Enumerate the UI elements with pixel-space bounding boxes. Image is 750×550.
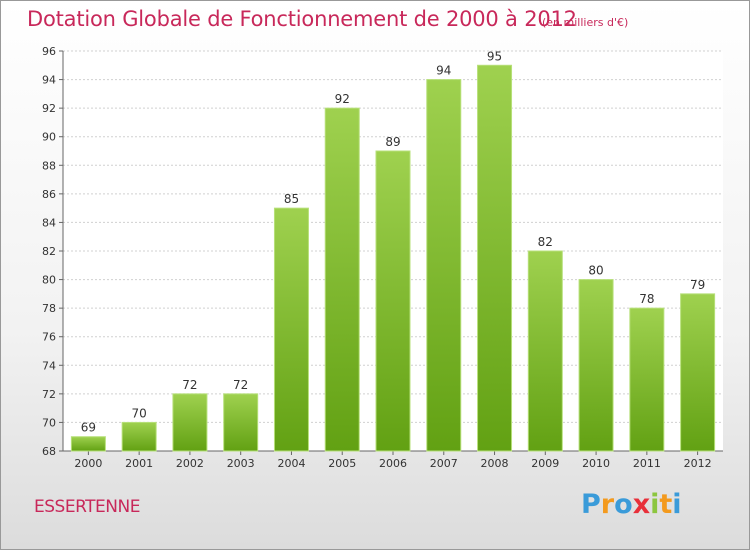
y-tick-label: 74 (42, 359, 56, 372)
y-tick-label: 86 (42, 188, 56, 201)
x-tick-label: 2009 (531, 457, 559, 470)
logo-letter: r (600, 489, 615, 520)
bar-2007[interactable] (426, 79, 462, 452)
axes: 68 70 72 74 76 78 80 82 84 86 88 90 92 94 96 2000 2001 20… (42, 45, 723, 470)
x-tick-label: 2002 (176, 457, 204, 470)
data-label: 72 (182, 378, 197, 392)
chart-title: Dotation Globale de Fonctionnement de 20… (27, 7, 577, 31)
x-tick-label: 2003 (227, 457, 255, 470)
y-tick-label: 88 (42, 159, 56, 172)
bar-2003[interactable] (223, 393, 259, 452)
logo-letter: o (614, 489, 633, 520)
y-tick-label: 82 (42, 245, 56, 258)
bar-chart: 68 70 72 74 76 78 80 82 84 86 88 90 92 94 96 2000 2001 20… (42, 45, 723, 470)
data-label: 95 (487, 49, 502, 63)
logo-letter: i (650, 489, 660, 520)
data-label: 85 (284, 192, 299, 206)
data-label: 94 (436, 64, 451, 78)
commune-name: ESSERTENNE (34, 497, 140, 517)
bar-2005[interactable] (324, 107, 360, 452)
data-label: 70 (132, 406, 147, 420)
bar-2006[interactable] (375, 150, 411, 452)
x-tick-label: 2000 (74, 457, 102, 470)
data-label: 78 (639, 292, 654, 306)
y-tick-label: 70 (42, 416, 56, 429)
bars (70, 64, 716, 452)
x-tick-label: 2001 (125, 457, 153, 470)
data-label: 80 (588, 264, 603, 278)
y-tick-label: 90 (42, 131, 56, 144)
bar-2002[interactable] (172, 393, 208, 452)
y-tick-label: 92 (42, 102, 56, 115)
chart-subtitle: (en milliers d'€) (542, 16, 629, 29)
logo-letter: t (659, 489, 673, 520)
y-tick-label: 80 (42, 274, 56, 287)
data-label: 92 (335, 92, 350, 106)
bar-2012[interactable] (680, 293, 716, 452)
data-label: 89 (385, 135, 400, 149)
data-label: 79 (690, 278, 705, 292)
logo-letter: i (672, 489, 682, 520)
bar-2008[interactable] (477, 64, 513, 452)
y-tick-label: 96 (42, 45, 56, 58)
bar-2000[interactable] (70, 436, 106, 452)
proxiti-logo[interactable]: Proxiti (581, 489, 682, 520)
y-tick-label: 76 (42, 331, 56, 344)
x-tick-label: 2004 (277, 457, 305, 470)
x-tick-label: 2010 (582, 457, 610, 470)
data-label: 72 (233, 378, 248, 392)
x-tick-label: 2006 (379, 457, 407, 470)
bar-2004[interactable] (273, 207, 309, 452)
x-tick-label: 2008 (481, 457, 509, 470)
logo-letter: x (632, 489, 651, 520)
bar-2010[interactable] (578, 279, 614, 452)
data-labels: 69 70 72 72 85 92 89 94 95 82 80 78 79 (81, 49, 706, 434)
x-tick-label: 2012 (684, 457, 712, 470)
bar-2009[interactable] (527, 250, 563, 452)
logo-letter: P (581, 489, 601, 520)
y-tick-label: 94 (42, 74, 56, 87)
y-tick-label: 78 (42, 302, 56, 315)
data-label: 69 (81, 421, 96, 435)
bar-2011[interactable] (629, 307, 665, 452)
x-tick-label: 2011 (633, 457, 661, 470)
y-tick-label: 72 (42, 388, 56, 401)
x-tick-label: 2007 (430, 457, 458, 470)
bar-2001[interactable] (121, 421, 157, 452)
x-tick-label: 2005 (328, 457, 356, 470)
y-tick-label: 68 (42, 445, 56, 458)
y-tick-label: 84 (42, 216, 56, 229)
data-label: 82 (538, 235, 553, 249)
